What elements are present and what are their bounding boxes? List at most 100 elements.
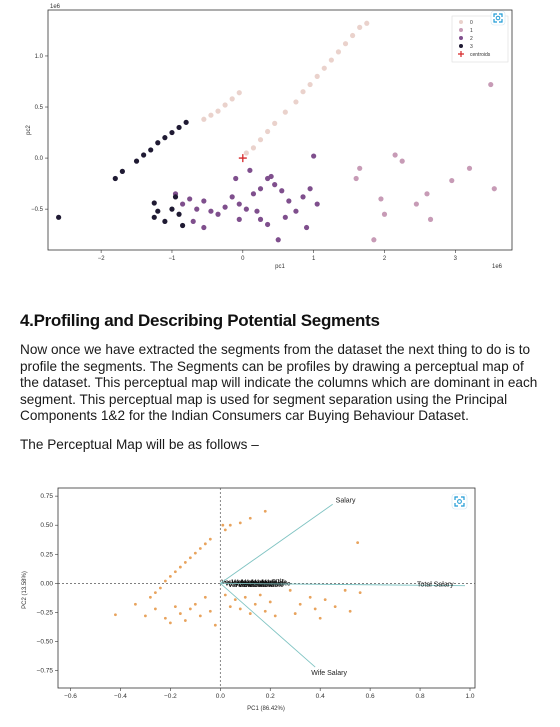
map-point (253, 602, 257, 606)
cluster-1-point (392, 152, 398, 158)
cluster-0-point (201, 116, 207, 122)
cluster-3-point (169, 206, 175, 212)
cluster-2-point (194, 206, 200, 212)
cluster-0-point (272, 120, 278, 126)
cluster-0-point (350, 32, 356, 39)
legend-centroid-marker (458, 51, 464, 57)
cluster-3-point (172, 194, 179, 200)
map-point (183, 619, 187, 622)
overlapping-variable-label: Variable (238, 582, 263, 589)
x-tick-label: 2 (383, 256, 387, 262)
overlapping-variable-label: Variable (252, 579, 277, 586)
map-point (203, 542, 207, 546)
section-heading: 4.Profiling and Describing Potential Seg… (20, 311, 380, 330)
centroid-marker (238, 154, 247, 163)
map-point (153, 591, 157, 595)
y-tick-label: −0.75 (37, 668, 54, 675)
cluster-0-point (282, 109, 288, 115)
cluster-0-point (335, 49, 342, 55)
cluster-1-point (353, 175, 359, 182)
cluster-2-point (303, 224, 310, 231)
map-point (298, 602, 302, 606)
cluster-3-point (179, 222, 186, 229)
map-point (238, 607, 242, 611)
cluster-2-point (282, 214, 288, 220)
cluster-2-point (222, 204, 228, 210)
legend-label: 1 (470, 28, 473, 34)
cluster-0-point (357, 24, 363, 30)
y-tick-label: 0.5 (35, 105, 44, 111)
cluster-1-point (424, 191, 430, 197)
map-point (273, 614, 277, 618)
map-point (178, 612, 182, 615)
cluster-2-point (250, 191, 257, 197)
map-point (356, 541, 360, 545)
cluster-0-point (293, 99, 299, 105)
overlapping-variable-label: Variable (262, 579, 287, 586)
map-point (233, 598, 237, 602)
overlapping-variable-label: Variable (232, 579, 257, 586)
variable-label: ants (272, 577, 285, 584)
cluster-1-point (413, 201, 419, 207)
x-tick-label: 0.0 (216, 693, 225, 700)
cluster-2-point (190, 218, 196, 225)
legend-marker (459, 36, 463, 40)
map-point (318, 616, 322, 620)
map-point (148, 595, 152, 599)
cluster-2-point (179, 201, 186, 207)
cluster-3-point (162, 218, 168, 225)
cluster-2-point (300, 194, 306, 200)
map-point (143, 614, 147, 618)
map-point (268, 600, 272, 604)
cluster-0-point (328, 57, 334, 63)
map-point (263, 509, 267, 513)
cluster-0-point (314, 73, 320, 79)
scan-icon[interactable] (451, 493, 468, 510)
cluster-scatter-chart: 1e6 1e6 pc1 pc2 0 1 2 3 centroids −2 −1 0 1 2 3 −0… (0, 0, 560, 292)
cluster-2-point (257, 186, 264, 192)
map-point (188, 607, 192, 611)
x-tick-label: 0 (241, 256, 245, 262)
cluster-1-point (381, 211, 388, 217)
map-point (228, 605, 232, 609)
y-axis-label: PC2 (13.58%) (22, 571, 28, 609)
cluster-1-point (488, 81, 494, 88)
map-point (198, 547, 202, 550)
y-offset-label: 1e6 (50, 4, 61, 10)
legend-marker (459, 28, 463, 32)
x-tick-label: 0.8 (416, 693, 425, 700)
map-point (193, 551, 197, 555)
cluster-2-point (279, 188, 285, 194)
cluster-3-point (155, 208, 161, 214)
cluster-3-point (151, 200, 157, 206)
cluster-0-point (342, 41, 349, 47)
cluster-0-point (222, 102, 228, 108)
overlapping-variable-label: Variable (249, 582, 274, 589)
overlapping-variable-label: Variable (259, 582, 284, 589)
map-point (358, 591, 362, 595)
cluster-0-point (215, 108, 221, 114)
cluster-3-point (133, 158, 140, 164)
map-point (173, 605, 177, 609)
legend-label: centroids (470, 52, 491, 58)
map-point (248, 516, 252, 520)
section-paragraph: Now once we have extracted the segments … (20, 342, 538, 424)
legend-label: 2 (470, 36, 473, 42)
map-point (168, 621, 172, 625)
map-point (313, 607, 317, 611)
x-tick-label: −1 (169, 256, 177, 262)
map-point (114, 613, 117, 617)
y-tick-label: 0.75 (40, 493, 53, 500)
cluster-2-point (247, 167, 253, 173)
y-tick-label: 0.00 (40, 580, 53, 587)
cluster-1-point (427, 216, 434, 222)
cluster-2-point (243, 206, 249, 212)
map-point (308, 595, 312, 599)
plot-frame (57, 487, 476, 689)
cluster-0-point (208, 112, 214, 118)
x-tick-label: 0.2 (266, 693, 275, 700)
scan-icon[interactable] (490, 10, 506, 26)
map-point (288, 588, 292, 592)
cluster-3-point (155, 140, 161, 146)
cluster-2-point (201, 198, 207, 204)
